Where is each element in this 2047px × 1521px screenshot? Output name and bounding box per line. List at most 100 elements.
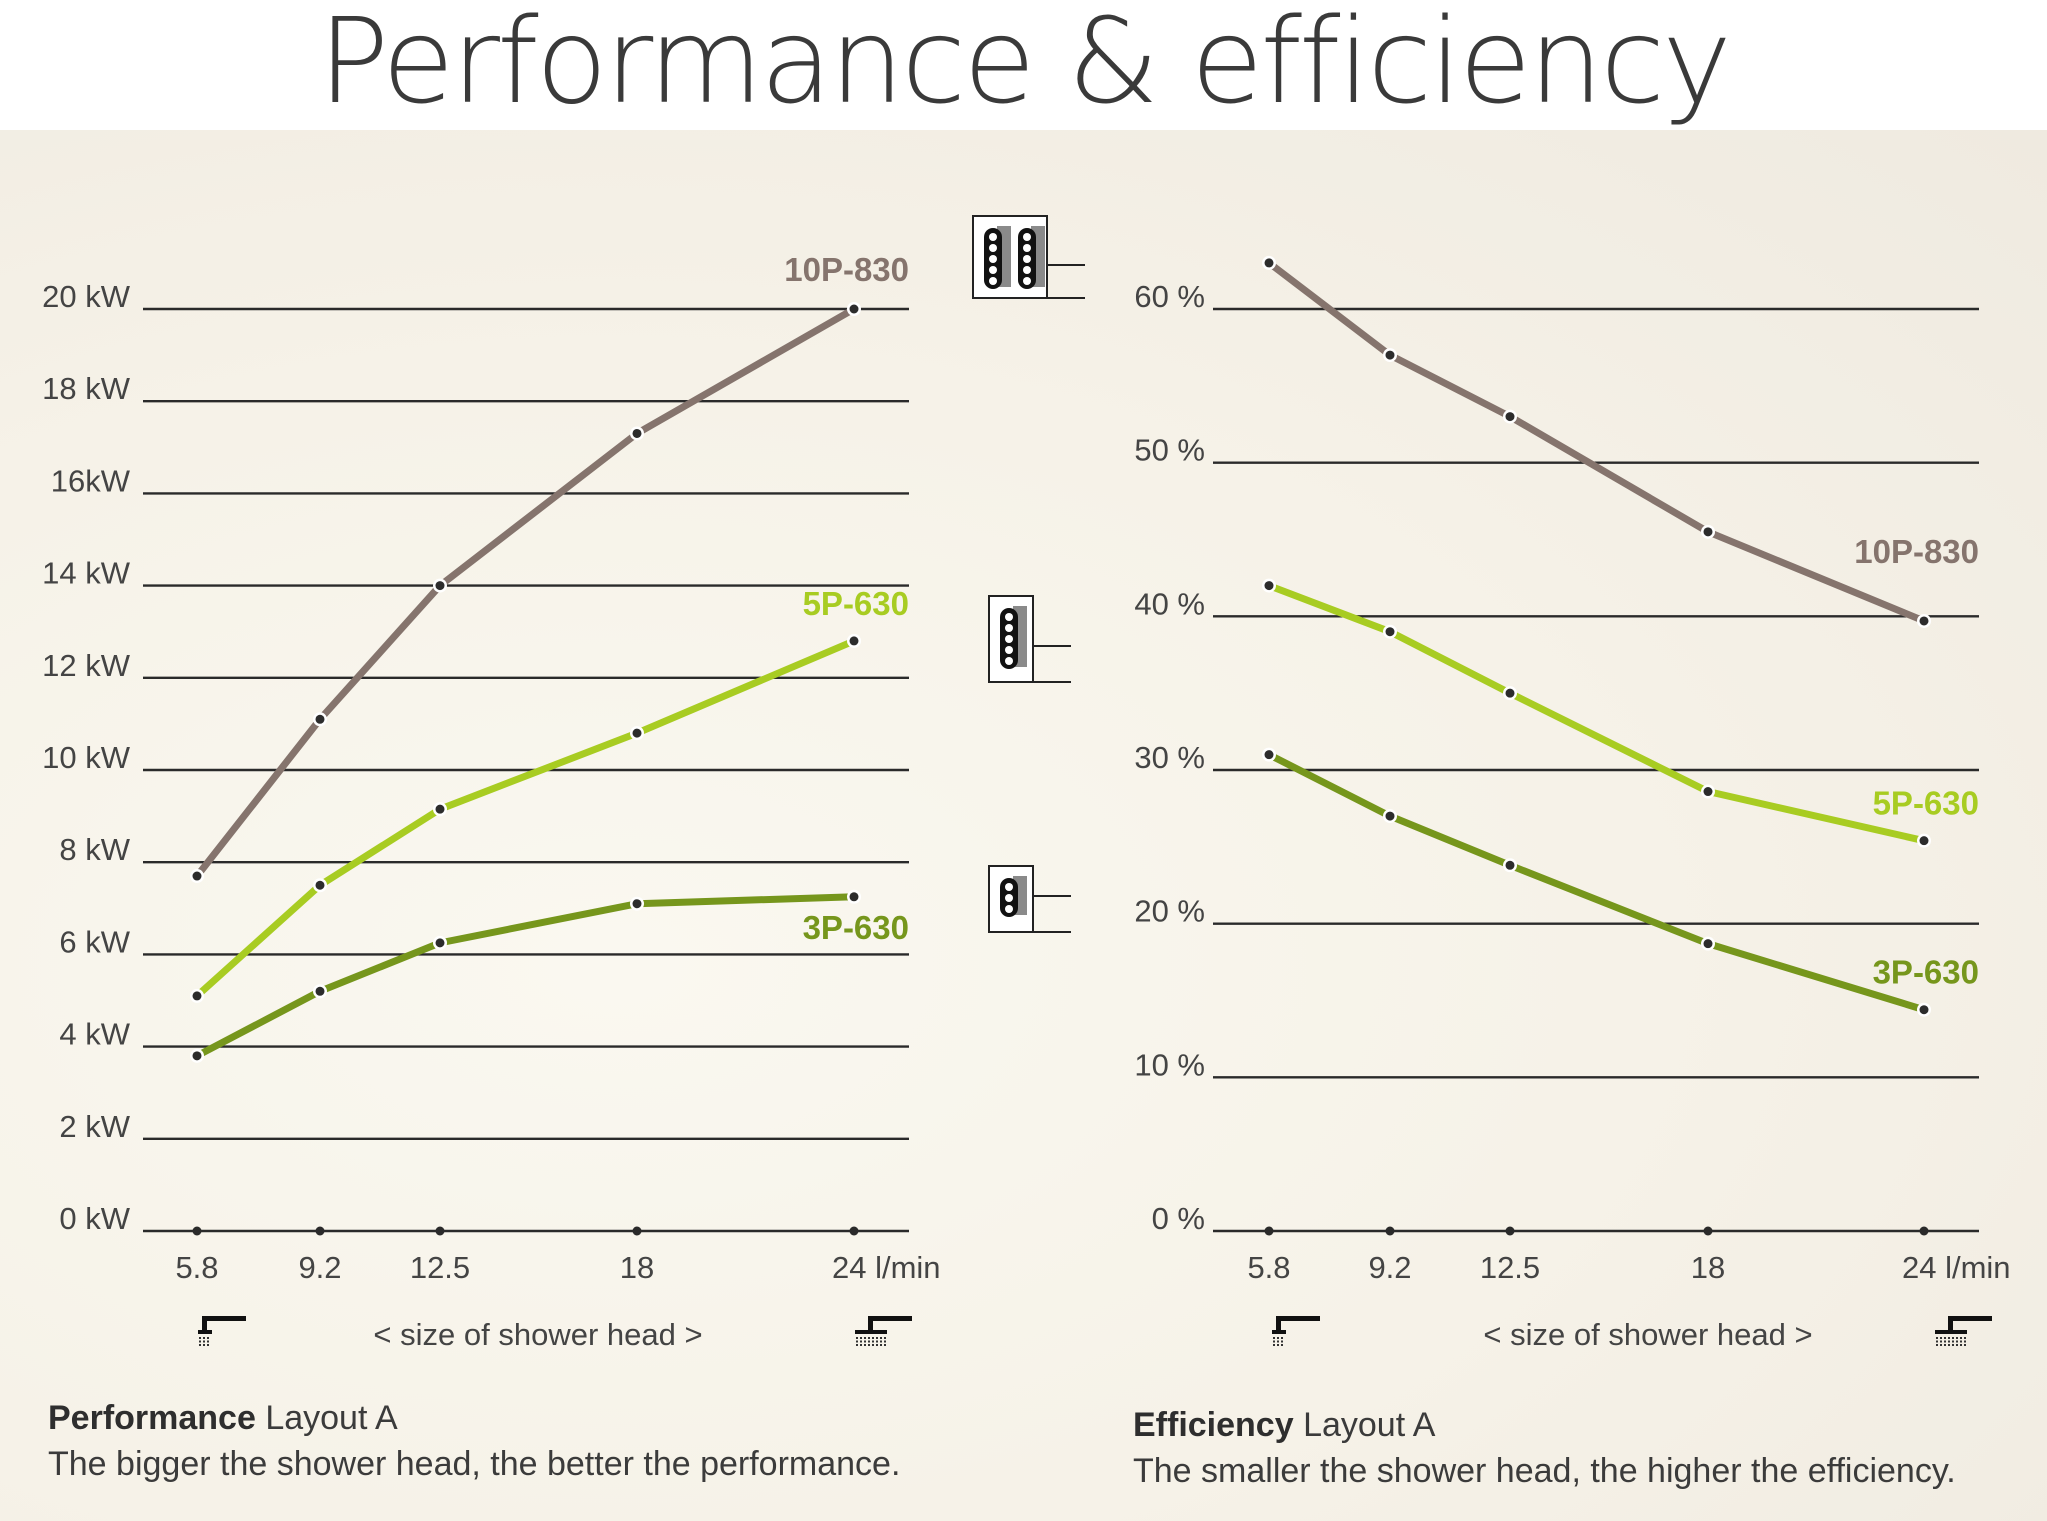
x-axis-dot [1505, 1226, 1515, 1236]
shower-spray-dot [1273, 1344, 1275, 1346]
shower-spray-dot [199, 1337, 201, 1339]
shower-spray-dot [1952, 1340, 1954, 1343]
shower-spray-dot [1281, 1340, 1283, 1343]
y-tick-label: 0 kW [59, 1201, 130, 1236]
data-point [849, 304, 859, 314]
series-line [194, 637, 856, 999]
data-point [1703, 787, 1713, 797]
shower-spray-dot [1944, 1344, 1946, 1346]
shower-spray-dot [856, 1337, 858, 1339]
x-axis-dot [1264, 1226, 1274, 1236]
data-point [1505, 412, 1515, 422]
icon-element-ring [1005, 613, 1013, 621]
shower-pipe [1948, 1316, 1953, 1330]
series-5p-630: 5P-630 [190, 585, 909, 1003]
x-tick-label: 24 l/min [832, 1250, 941, 1285]
data-point [632, 728, 642, 738]
series-label: 10P-830 [1854, 533, 1979, 570]
shower-spray-dot [1940, 1340, 1942, 1343]
shower-arm [868, 1316, 912, 1321]
data-point [632, 428, 642, 438]
y-tick-label: 16kW [51, 463, 131, 498]
data-point [1703, 939, 1713, 949]
series-line [1266, 260, 1926, 625]
data-point [435, 938, 445, 948]
efficiency-caption: Efficiency Layout A The smaller the show… [1133, 1402, 1956, 1494]
shower-spray-dot [864, 1340, 866, 1343]
shower-spray-dot [199, 1344, 201, 1346]
data-point [849, 636, 859, 646]
data-point [1703, 527, 1713, 537]
shower-spray-dot [199, 1340, 201, 1343]
shower-spray-dot [884, 1344, 886, 1346]
x-axis-label: < size of shower head > [373, 1317, 702, 1352]
series-10p-830: 10P-830 [190, 251, 909, 884]
data-point [1385, 350, 1395, 360]
shower-pipe [868, 1316, 873, 1330]
icon-element-ring [989, 233, 997, 241]
series-label: 3P-630 [803, 909, 909, 946]
x-tick-label: 12.5 [410, 1250, 470, 1285]
data-point [435, 581, 445, 591]
icon-element-ring [1005, 905, 1013, 913]
y-tick-label: 60 % [1134, 279, 1205, 314]
data-point [632, 899, 642, 909]
shower-spray-dot [1273, 1337, 1275, 1339]
series-line [195, 893, 855, 1059]
shower-spray-dot [1944, 1340, 1946, 1343]
shower-spray-dot [868, 1337, 870, 1339]
data-point [1919, 1005, 1929, 1015]
shower-arm [202, 1316, 246, 1321]
y-tick-label: 8 kW [59, 832, 130, 867]
data-point [1385, 627, 1395, 637]
shower-spray-dot [1952, 1344, 1954, 1346]
data-point [1919, 836, 1929, 846]
icon-element-ring [1023, 255, 1031, 263]
model-5p-630-icon [988, 595, 1071, 683]
shower-spray-dot [860, 1340, 862, 1343]
performance-caption-text: The bigger the shower head, the better t… [48, 1445, 901, 1483]
y-tick-label: 18 kW [42, 371, 131, 406]
data-point [1385, 811, 1395, 821]
efficiency-caption-title: Efficiency [1133, 1406, 1294, 1444]
shower-spray-dot [884, 1337, 886, 1339]
shower-spray-dot [880, 1344, 882, 1346]
shower-spray-dot [1960, 1337, 1962, 1339]
x-axis-dot [435, 1226, 445, 1236]
shower-spray-dot [860, 1344, 862, 1346]
shower-spray-dot [1960, 1344, 1962, 1346]
series-label: 5P-630 [1873, 785, 1979, 822]
shower-spray-dot [1964, 1337, 1966, 1339]
y-tick-label: 20 kW [42, 279, 131, 314]
shower-spray-dot [868, 1344, 870, 1346]
y-tick-label: 12 kW [42, 648, 131, 683]
series-label: 5P-630 [803, 585, 909, 622]
shower-head [198, 1330, 212, 1334]
efficiency-chart: 0 % 10 % 20 % 30 % 40 % 50 % 60 % 5.8 9.2 12.5 18 2… [1134, 255, 2011, 1352]
icon-element-ring [989, 244, 997, 252]
page-title: Performance & efficiency [317, 0, 1732, 130]
icon-element-ring [1005, 646, 1013, 654]
performance-caption: Performance Layout A The bigger the show… [48, 1395, 900, 1487]
shower-spray-dot [872, 1344, 874, 1346]
shower-spray-dot [1956, 1344, 1958, 1346]
y-tick-label: 20 % [1134, 894, 1205, 929]
shower-spray-dot [876, 1344, 878, 1346]
shower-spray-dot [203, 1340, 205, 1343]
series-line [194, 305, 856, 879]
shower-spray-dot [1277, 1337, 1279, 1339]
shower-spray-dot [1952, 1337, 1954, 1339]
shower-spray-dot [1956, 1340, 1958, 1343]
shower-spray-dot [203, 1337, 205, 1339]
shower-spray-dot [1940, 1337, 1942, 1339]
model-10p-830-icon [972, 215, 1085, 299]
icon-element-ring [1023, 233, 1031, 241]
y-tick-label: 30 % [1134, 740, 1205, 775]
shower-head [1272, 1330, 1286, 1334]
efficiency-caption-subtitle: Layout A [1303, 1406, 1436, 1444]
small-shower-head-icon [1272, 1316, 1320, 1346]
series-label: 10P-830 [784, 251, 909, 288]
x-axis-dot [1385, 1226, 1395, 1236]
data-point [315, 880, 325, 890]
